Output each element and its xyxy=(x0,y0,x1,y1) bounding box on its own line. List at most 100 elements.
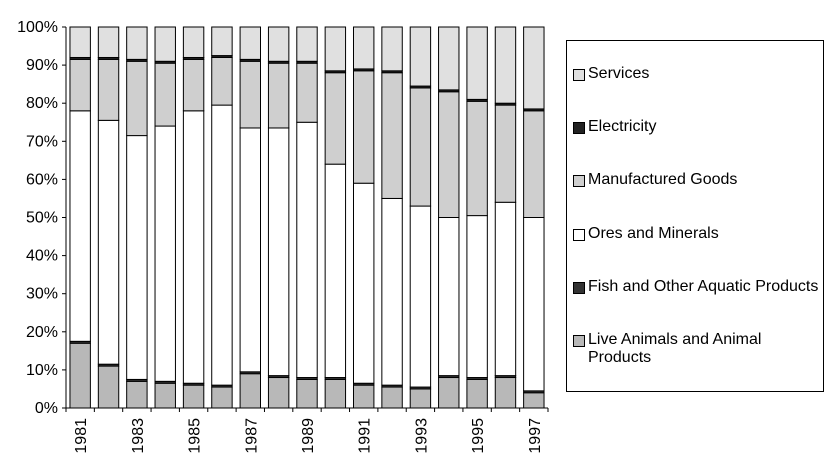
bar-segment xyxy=(126,380,148,409)
bar-segment xyxy=(523,217,545,392)
bar-segment xyxy=(267,127,290,377)
bar-segment xyxy=(494,377,517,409)
bar-segment xyxy=(466,26,488,100)
bar-segment xyxy=(438,91,460,218)
bar-segment xyxy=(182,110,205,384)
bar-segment xyxy=(409,388,432,409)
bar-segment xyxy=(239,26,262,60)
bar-segment xyxy=(494,104,517,203)
x-tick-label: 1983 xyxy=(130,418,147,454)
bar-segment xyxy=(211,56,233,106)
bar-segment xyxy=(97,26,120,58)
bar-segment xyxy=(409,26,432,87)
bar-segment xyxy=(409,205,432,388)
legend-label: Live Animals and Animal Products xyxy=(588,331,762,367)
bar-segment xyxy=(381,386,403,409)
bar-segment xyxy=(324,26,347,72)
bar-segment xyxy=(352,70,375,184)
bar-segment xyxy=(69,26,91,58)
x-tick-label: 1997 xyxy=(527,418,544,454)
bar-segment xyxy=(211,386,233,409)
bar-segment xyxy=(239,60,262,129)
legend: Services Electricity Manufactured Goods Ore… xyxy=(566,40,824,392)
bar-segment xyxy=(466,378,488,409)
bar-segment xyxy=(97,58,120,121)
bar-segment xyxy=(466,100,488,217)
bar-segment xyxy=(381,26,403,72)
legend-swatch xyxy=(573,68,585,81)
legend-swatch xyxy=(573,175,585,188)
legend-label: Fish and Other Aquatic Products xyxy=(588,277,819,295)
bar-segment xyxy=(154,62,176,127)
legend-item: Services xyxy=(571,65,819,83)
bar-segment xyxy=(296,26,318,62)
y-tick-label: 70% xyxy=(26,133,58,150)
legend-item: Ores and Minerals xyxy=(571,225,819,243)
y-tick-label: 90% xyxy=(26,57,58,74)
bar-segment xyxy=(154,26,176,62)
x-tick-label: 1995 xyxy=(470,418,487,454)
bar-segment xyxy=(267,62,290,129)
x-tick-label: 1985 xyxy=(187,418,204,454)
bar-segment xyxy=(69,58,91,112)
bar-segment xyxy=(409,87,432,207)
bar-segment xyxy=(267,377,290,409)
bar-segment xyxy=(352,384,375,409)
bar-segment xyxy=(97,119,120,365)
y-tick-label: 40% xyxy=(26,248,58,265)
bar-segment xyxy=(438,217,460,377)
bar-segment xyxy=(381,72,403,199)
y-tick-label: 50% xyxy=(26,210,58,227)
bar-segment xyxy=(126,26,148,60)
bar-segment xyxy=(182,26,205,58)
bar-segment xyxy=(523,26,545,110)
bar-segment xyxy=(182,58,205,112)
y-tick-label: 100% xyxy=(17,19,58,36)
bar-segment xyxy=(494,201,517,377)
bar-segment xyxy=(438,377,460,409)
bar-segment xyxy=(523,110,545,218)
y-tick-label: 20% xyxy=(26,324,58,341)
legend-label: Electricity xyxy=(588,117,657,135)
bar-segment xyxy=(69,342,91,409)
bar-segment xyxy=(211,26,233,57)
bar-segment xyxy=(494,26,517,104)
bar-segment xyxy=(239,127,262,373)
y-tick-label: 60% xyxy=(26,171,58,188)
bar-segment xyxy=(296,121,318,379)
legend-label: Manufactured Goods xyxy=(588,171,738,189)
legend-label: Ores and Minerals xyxy=(588,224,719,242)
y-tick-label: 80% xyxy=(26,95,58,112)
bar-segment xyxy=(296,378,318,409)
x-tick-label: 1987 xyxy=(243,418,260,454)
legend-swatch xyxy=(573,335,585,348)
bar-segment xyxy=(126,135,148,380)
x-tick-label: 1991 xyxy=(357,418,374,454)
x-tick-label: 1981 xyxy=(73,418,90,454)
bar-segment xyxy=(97,365,120,409)
bar-segment xyxy=(381,197,403,386)
x-tick-label: 1993 xyxy=(413,418,430,454)
legend-label: Services xyxy=(588,64,650,82)
bar-segment xyxy=(523,392,545,409)
bar-segment xyxy=(267,26,290,62)
legend-swatch xyxy=(573,121,585,134)
bar-segment xyxy=(352,26,375,70)
legend-swatch xyxy=(573,281,585,294)
legend-item: Fish and Other Aquatic Products xyxy=(571,278,819,296)
y-tick-label: 10% xyxy=(26,362,58,379)
y-tick-label: 30% xyxy=(26,286,58,303)
bar-segment xyxy=(324,378,347,409)
bar-segment xyxy=(154,125,176,382)
bar-segment xyxy=(296,62,318,123)
y-tick-label: 0% xyxy=(35,400,58,417)
bar-segment xyxy=(239,373,262,409)
bar-segment xyxy=(466,215,488,379)
bar-segment xyxy=(324,163,347,379)
x-tick-label: 1989 xyxy=(300,418,317,454)
bar-segment xyxy=(126,60,148,137)
bar-segment xyxy=(438,26,460,91)
legend-item: Electricity xyxy=(571,118,819,136)
